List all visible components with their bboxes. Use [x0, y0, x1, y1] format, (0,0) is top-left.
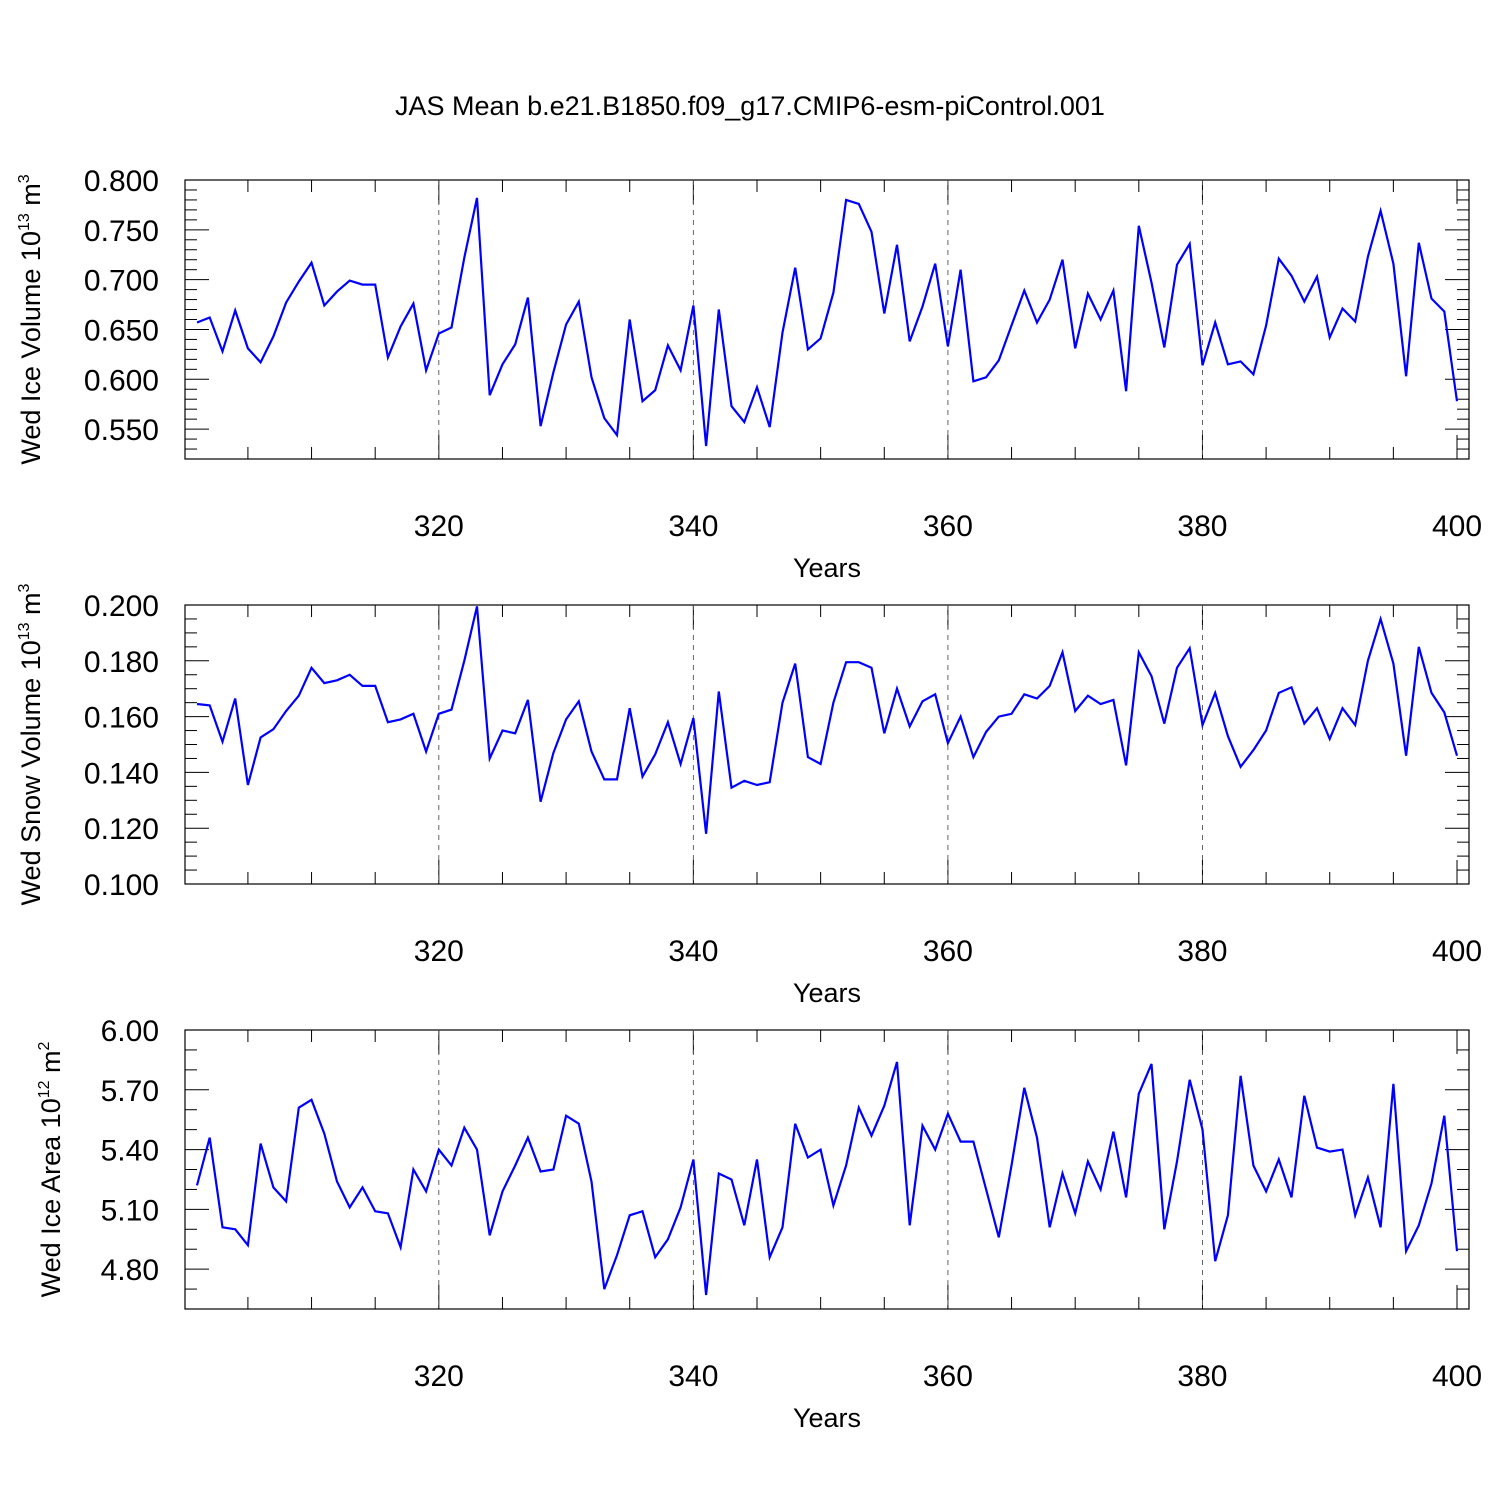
y-tick-label: 0.650: [84, 314, 159, 347]
x-tick-label: 400: [1432, 1360, 1482, 1393]
y-axis-label-prefix: Wed Ice Area 10: [36, 1098, 66, 1297]
y-tick-label: 6.00: [101, 1015, 159, 1048]
x-axis-label: Years: [793, 978, 861, 1008]
y-tick-label: 5.40: [101, 1135, 159, 1168]
y-tick-label: 0.160: [84, 702, 159, 735]
series-line-wed-ice-volume: [196, 197, 1459, 447]
x-tick-label: 320: [414, 935, 464, 968]
plot-frame: [184, 604, 1470, 885]
y-axis-label-unit-exponent: 2: [36, 1041, 53, 1050]
y-tick-label: 5.10: [101, 1194, 159, 1227]
y-axis-label-exponent: 12: [36, 1080, 53, 1098]
y-axis-label: Wed Ice Area 1012 m2: [36, 1041, 66, 1297]
x-tick-label: 340: [668, 510, 718, 543]
x-tick-label: 380: [1177, 1360, 1227, 1393]
y-tick-label: 0.100: [84, 869, 159, 902]
x-axis-label: Years: [793, 1403, 861, 1433]
x-tick-label: 380: [1177, 510, 1227, 543]
y-tick-label: 0.750: [84, 215, 159, 248]
y-axis-label-unit: m: [16, 592, 46, 622]
y-axis-label-unit-exponent: 3: [16, 174, 33, 183]
y-tick-label: 0.700: [84, 265, 159, 298]
plot-frame: [184, 1029, 1470, 1310]
y-axis-label-exponent: 13: [16, 213, 33, 231]
x-tick-label: 320: [414, 1360, 464, 1393]
x-tick-label: 360: [923, 510, 973, 543]
y-tick-label: 0.120: [84, 813, 159, 846]
y-axis-label-exponent: 13: [16, 622, 33, 640]
y-tick-label: 0.600: [84, 364, 159, 397]
x-tick-label: 360: [923, 935, 973, 968]
y-axis-label-unit-exponent: 3: [16, 583, 33, 592]
x-tick-label: 340: [668, 935, 718, 968]
y-axis-label-prefix: Wed Snow Volume 10: [16, 640, 46, 905]
panel-wed-ice-volume: 320 340 360 380 400 0.550 0.600 0.650 0.700 0.750…: [16, 165, 1482, 583]
y-tick-label: 0.550: [84, 414, 159, 447]
x-tick-label: 380: [1177, 935, 1227, 968]
x-tick-label: 400: [1432, 510, 1482, 543]
series-line-wed-ice-area: [195, 1061, 1459, 1296]
y-tick-label: 0.200: [84, 590, 159, 623]
y-tick-label: 0.180: [84, 646, 159, 679]
y-axis-label: Wed Ice Volume 1013 m3: [16, 174, 46, 464]
x-axis-label: Years: [793, 553, 861, 583]
x-tick-label: 400: [1432, 935, 1482, 968]
x-tick-label: 320: [414, 510, 464, 543]
y-axis-label-unit: m: [16, 183, 46, 213]
x-tick-label: 340: [668, 1360, 718, 1393]
y-axis-label-unit: m: [36, 1050, 66, 1080]
y-tick-label: 5.70: [101, 1075, 159, 1108]
y-tick-label: 0.800: [84, 165, 159, 198]
panel-wed-ice-area: 320 340 360 380 400 4.80 5.10 5.40 5.70 6.00 Years…: [36, 1015, 1482, 1433]
y-axis-label: Wed Snow Volume 1013 m3: [16, 583, 46, 905]
y-tick-label: 0.140: [84, 757, 159, 790]
y-tick-label: 4.80: [101, 1254, 159, 1287]
y-axis-label-prefix: Wed Ice Volume 10: [16, 231, 46, 465]
x-tick-label: 360: [923, 1360, 973, 1393]
series-line-wed-snow-volume: [196, 606, 1459, 834]
chart-title: JAS Mean b.e21.B1850.f09_g17.CMIP6-esm-p…: [395, 91, 1105, 121]
panel-wed-snow-volume: 320 340 360 380 400 0.100 0.120 0.140 0.160 0.180…: [16, 583, 1482, 1008]
